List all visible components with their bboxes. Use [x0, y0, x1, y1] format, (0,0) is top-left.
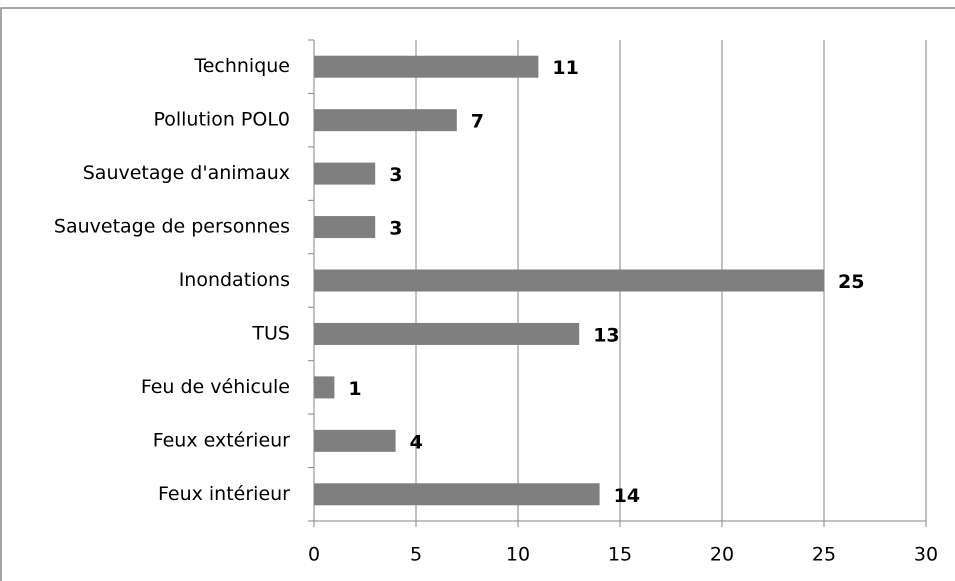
y-tick-label: Sauvetage d'animaux	[83, 162, 290, 184]
bar	[314, 216, 376, 239]
x-tick-label: 25	[812, 544, 836, 566]
bar	[314, 322, 580, 345]
bar	[314, 429, 396, 452]
bar	[314, 162, 376, 185]
y-tick-label: Sauvetage de personnes	[54, 216, 290, 238]
bar	[314, 376, 335, 399]
data-label: 1	[348, 378, 361, 400]
bar	[314, 55, 539, 78]
y-tick-label: TUS	[251, 322, 290, 344]
x-tick-label: 10	[506, 544, 530, 566]
chart-frame	[0, 7, 955, 581]
y-tick-label: Inondations	[179, 269, 290, 291]
data-label: 11	[552, 57, 578, 79]
bar	[314, 109, 457, 132]
x-tick-label: 5	[410, 544, 422, 566]
data-label: 4	[410, 431, 423, 453]
data-label: 3	[389, 218, 402, 240]
y-tick-label: Feux extérieur	[153, 429, 290, 451]
x-tick-label: 15	[608, 544, 632, 566]
data-label: 14	[614, 485, 640, 507]
x-tick-label: 30	[914, 544, 938, 566]
data-label: 3	[389, 164, 402, 186]
data-label: 25	[838, 271, 864, 293]
x-tick-label: 0	[308, 544, 320, 566]
y-tick-label: Feux intérieur	[158, 483, 290, 505]
data-label: 7	[471, 111, 484, 133]
y-tick-label: Pollution POL0	[153, 109, 290, 131]
bar	[314, 483, 600, 506]
data-label: 13	[593, 324, 619, 346]
y-tick-label: Feu de véhicule	[141, 376, 290, 398]
bar	[314, 269, 824, 292]
x-tick-label: 20	[710, 544, 734, 566]
y-tick-label: Technique	[193, 55, 290, 77]
